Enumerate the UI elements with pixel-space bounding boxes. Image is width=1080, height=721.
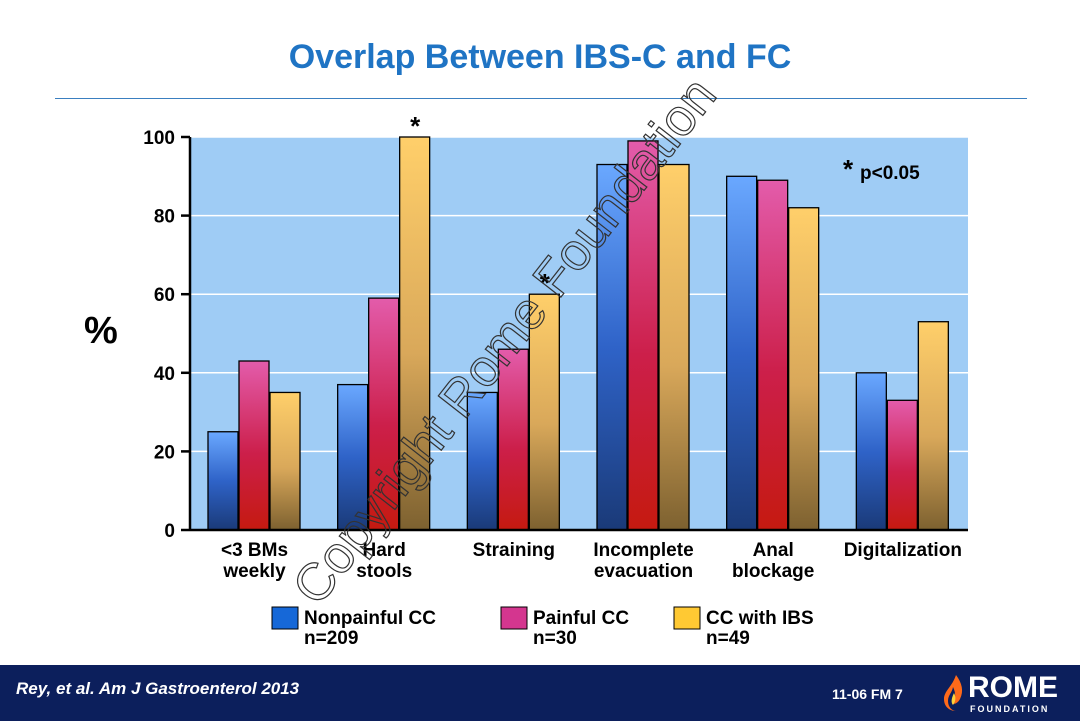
x-category-label: Anal xyxy=(753,540,794,561)
slide-code: 11-06 FM 7 xyxy=(832,686,903,702)
gridlines xyxy=(190,136,968,453)
bar xyxy=(855,372,887,531)
rome-foundation-logo: ROME FOUNDATION xyxy=(942,671,1072,717)
bar xyxy=(596,163,628,531)
significance-annotation: * p<0.05 xyxy=(843,154,920,184)
legend-series-n: n=49 xyxy=(706,628,750,649)
y-tick-label: 20 xyxy=(154,442,175,463)
legend-swatch xyxy=(673,606,701,630)
legend-series-name: Painful CC xyxy=(533,608,629,629)
x-category-label: <3 BMs xyxy=(221,540,288,561)
bar xyxy=(497,348,529,531)
y-tick-label: 100 xyxy=(143,128,175,149)
x-category-label: stools xyxy=(356,561,412,582)
bar xyxy=(238,360,270,531)
title-divider xyxy=(55,98,1027,99)
legend-series-n: n=209 xyxy=(304,628,358,649)
significance-star: * xyxy=(540,268,551,298)
x-category-label: evacuation xyxy=(594,561,693,582)
x-category-label: Digitalization xyxy=(844,540,962,561)
bar xyxy=(757,179,789,531)
annotation-text: p<0.05 xyxy=(860,163,920,184)
y-tick-label: 0 xyxy=(164,521,175,542)
footer-bar: Rey, et al. Am J Gastroenterol 2013 11-0… xyxy=(0,665,1080,721)
y-tick-label: 80 xyxy=(154,207,175,228)
legend-series-name: CC with IBS xyxy=(706,608,814,629)
logo-subtitle: FOUNDATION xyxy=(970,704,1050,714)
bar xyxy=(917,321,949,531)
axes xyxy=(181,135,968,532)
flame-icon xyxy=(944,675,963,711)
x-category-label: Hard xyxy=(363,540,406,561)
bar xyxy=(399,136,431,531)
citation: Rey, et al. Am J Gastroenterol 2013 xyxy=(16,679,300,698)
bar xyxy=(886,399,918,531)
bar xyxy=(337,383,369,531)
y-tick-label: 40 xyxy=(154,364,175,385)
bar xyxy=(658,163,690,531)
bar xyxy=(528,293,560,531)
x-category-label: blockage xyxy=(732,561,814,582)
bars xyxy=(207,136,949,531)
bar xyxy=(627,140,659,531)
y-tick-label: 60 xyxy=(154,285,175,306)
bar xyxy=(788,207,820,531)
bar xyxy=(368,297,400,531)
bar xyxy=(269,391,301,531)
bar xyxy=(207,431,239,531)
x-category-label: weekly xyxy=(222,561,286,582)
bar xyxy=(726,175,758,531)
bar xyxy=(466,391,498,531)
legend-series-name: Nonpainful CC xyxy=(304,608,436,629)
legend-series-n: n=30 xyxy=(533,628,577,649)
plot-area xyxy=(190,137,968,530)
significance-star: * xyxy=(410,111,421,141)
y-axis-label: % xyxy=(84,310,118,352)
x-category-label: Incomplete xyxy=(593,540,693,561)
x-category-label: Straining xyxy=(473,540,555,561)
legend: Nonpainful CCn=209 Painful CCn=30 CC with … xyxy=(271,606,814,649)
legend-swatch xyxy=(271,606,299,630)
page-title: Overlap Between IBS-C and FC xyxy=(288,38,792,76)
logo-wordmark: ROME xyxy=(968,671,1058,704)
annotation-star: * xyxy=(843,154,854,184)
legend-swatch xyxy=(500,606,528,630)
